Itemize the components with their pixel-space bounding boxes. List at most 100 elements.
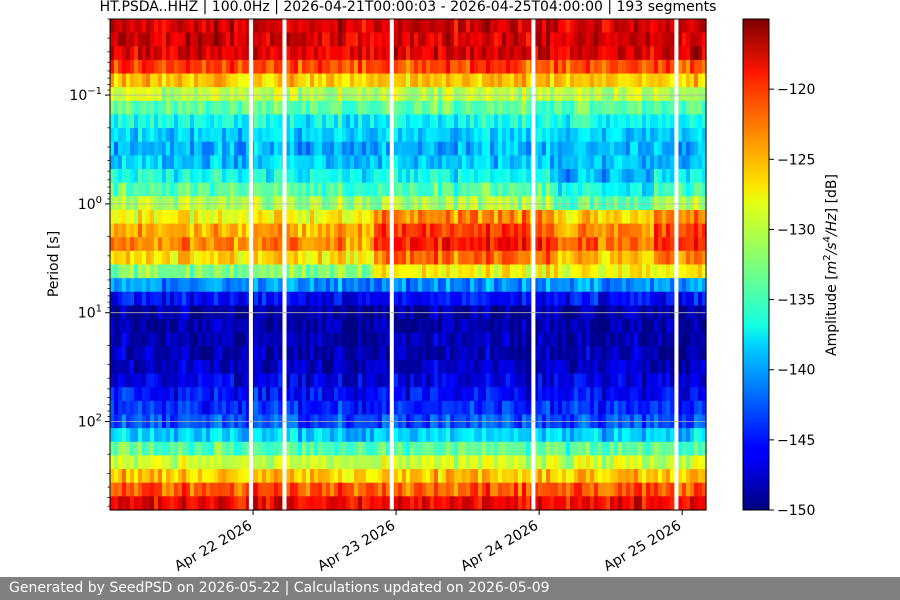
heatmap-cell xyxy=(214,469,219,484)
heatmap-cell xyxy=(370,359,375,375)
heatmap-cell xyxy=(386,359,391,375)
heatmap-cell xyxy=(262,455,267,470)
heatmap-cell xyxy=(378,291,383,307)
heatmap-cell xyxy=(310,373,315,388)
heatmap-cell xyxy=(202,319,207,334)
heatmap-cell xyxy=(274,169,279,184)
heatmap-cell xyxy=(214,46,219,61)
heatmap-cell xyxy=(658,59,663,75)
heatmap-cell xyxy=(562,155,567,170)
heatmap-cell xyxy=(430,155,435,170)
heatmap-cell xyxy=(186,59,191,75)
heatmap-cell xyxy=(258,346,263,361)
heatmap-cell xyxy=(458,264,463,279)
heatmap-cell xyxy=(322,455,327,470)
heatmap-cell xyxy=(214,346,219,361)
heatmap-cell xyxy=(698,319,703,334)
heatmap-cell xyxy=(202,455,207,470)
heatmap-cell xyxy=(526,87,531,102)
heatmap-cell xyxy=(334,319,339,334)
heatmap-cell xyxy=(114,19,119,34)
heatmap-cell xyxy=(662,209,667,225)
heatmap-cell xyxy=(498,209,503,225)
heatmap-cell xyxy=(290,59,295,75)
heatmap-cell xyxy=(654,387,659,402)
heatmap-cell xyxy=(514,332,519,347)
heatmap-cell xyxy=(450,141,455,156)
heatmap-cell xyxy=(510,46,515,61)
heatmap-cell xyxy=(678,373,683,388)
heatmap-cell xyxy=(198,46,203,61)
heatmap-cell xyxy=(134,169,139,184)
heatmap-cell xyxy=(438,319,443,334)
heatmap-cell xyxy=(586,332,591,347)
heatmap-cell xyxy=(566,373,571,388)
heatmap-cell xyxy=(178,100,183,116)
heatmap-cell xyxy=(578,59,583,75)
heatmap-cell xyxy=(654,196,659,211)
heatmap-cell xyxy=(542,400,547,416)
heatmap-cell xyxy=(518,100,523,116)
heatmap-cell xyxy=(582,209,587,225)
heatmap-cell xyxy=(274,441,279,457)
heatmap-cell xyxy=(538,373,543,388)
heatmap-cell xyxy=(154,319,159,334)
heatmap-cell xyxy=(286,469,291,484)
heatmap-cell xyxy=(646,32,651,47)
heatmap-cell xyxy=(658,46,663,61)
heatmap-cell xyxy=(426,223,431,238)
heatmap-cell xyxy=(138,46,143,61)
heatmap-cell xyxy=(650,73,655,88)
heatmap-cell xyxy=(222,209,227,225)
heatmap-cell xyxy=(370,455,375,470)
heatmap-cell xyxy=(182,73,187,88)
heatmap-cell xyxy=(270,87,275,102)
heatmap-cell xyxy=(302,332,307,347)
heatmap-cell xyxy=(622,237,627,252)
heatmap-cell xyxy=(154,264,159,279)
heatmap-cell xyxy=(226,400,231,416)
heatmap-cell xyxy=(414,19,419,34)
heatmap-cell xyxy=(594,278,599,293)
heatmap-cell xyxy=(450,373,455,388)
heatmap-cell xyxy=(130,87,135,102)
heatmap-cell xyxy=(546,264,551,279)
heatmap-cell xyxy=(618,278,623,293)
heatmap-cell xyxy=(190,373,195,388)
heatmap-cell xyxy=(138,278,143,293)
heatmap-cell xyxy=(386,319,391,334)
heatmap-cell xyxy=(170,87,175,102)
heatmap-cell xyxy=(510,346,515,361)
heatmap-cell xyxy=(434,196,439,211)
heatmap-cell xyxy=(434,359,439,375)
heatmap-cell xyxy=(666,114,671,129)
heatmap-cell xyxy=(322,469,327,484)
heatmap-cell xyxy=(582,332,587,347)
heatmap-cell xyxy=(310,128,315,143)
heatmap-cell xyxy=(534,169,539,184)
heatmap-cell xyxy=(562,387,567,402)
heatmap-cell xyxy=(502,387,507,402)
heatmap-cell xyxy=(442,373,447,388)
heatmap-cell xyxy=(650,237,655,252)
heatmap-cell xyxy=(386,291,391,307)
heatmap-cell xyxy=(326,46,331,61)
heatmap-cell xyxy=(454,128,459,143)
heatmap-cell xyxy=(378,428,383,443)
heatmap-cell xyxy=(418,441,423,457)
heatmap-cell xyxy=(354,373,359,388)
heatmap-cell xyxy=(378,182,383,197)
heatmap-cell xyxy=(578,19,583,34)
heatmap-cell xyxy=(214,291,219,307)
heatmap-cell xyxy=(430,114,435,129)
heatmap-cell xyxy=(682,169,687,184)
heatmap-cell xyxy=(642,441,647,457)
heatmap-cell xyxy=(566,59,571,75)
heatmap-cell xyxy=(350,73,355,88)
heatmap-cell xyxy=(402,400,407,416)
heatmap-cell xyxy=(138,196,143,211)
heatmap-cell xyxy=(158,155,163,170)
heatmap-cell xyxy=(202,32,207,47)
heatmap-cell xyxy=(498,169,503,184)
heatmap-cell xyxy=(522,278,527,293)
